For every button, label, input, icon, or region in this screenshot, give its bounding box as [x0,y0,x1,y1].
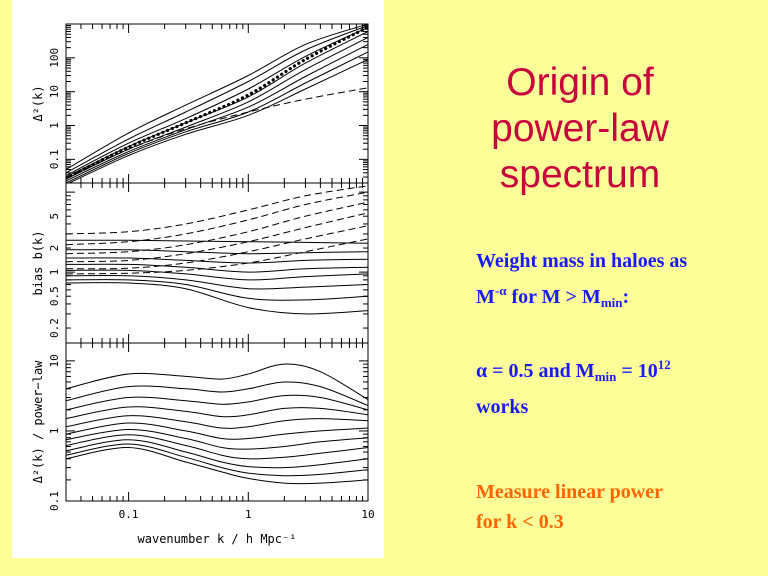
panel-top-ytick-label: 0.1 [48,149,61,169]
panel-bottom-series-10 [66,446,368,485]
panel-middle-ytick-label: 0.2 [48,318,61,338]
alpha-text-sup: 12 [657,357,671,372]
panel-bottom-xtick-label: 10 [361,508,374,521]
panel-bottom-xtick-label: 0.1 [119,508,139,521]
panel-middle-series-0 [66,185,368,235]
panel-top-series-8 [66,51,368,183]
panel-middle-series-2 [66,201,368,255]
measure-text: Measure linear power for k < 0.3 [476,481,663,533]
panel-middle-series-8 [66,257,368,264]
panel-middle-series-11 [66,274,368,290]
panel-middle-series-7 [66,249,368,255]
panel-bottom-series-5 [66,422,368,440]
title-line-1: Origin of [506,61,654,104]
panel-bottom-series-3 [66,406,368,420]
panel-bottom-ylabel: Δ²(k) / power−law [31,360,45,484]
panel-middle-series-5 [66,238,368,275]
panel-bottom-ytick-label: 1 [48,428,61,435]
panel-middle-frame [65,182,369,344]
panel-bottom-series-0 [66,363,368,401]
panel-middle-series-3 [66,212,368,263]
panel-middle-ytick-label: 2 [48,245,61,252]
title-line-3: spectrum [499,153,661,196]
panel-top-ytick-label: 10 [48,85,61,98]
panel-top-series-7 [66,43,368,182]
panel-top-series-2 [66,24,368,170]
panel-middle-ytick-label: 0.5 [48,286,61,306]
alpha-text-mid: = 10 [616,360,658,382]
panel-top-ytick-label: 100 [48,48,61,68]
weight-text-mid: for M > M [506,286,601,308]
panel-top-series-0 [66,25,368,180]
alpha-text-sub: min [594,369,617,384]
panel-bottom-series-6 [66,428,368,450]
panel-middle-series-10 [66,269,368,281]
panel-top-series-6 [66,37,368,180]
panel-middle-series-9 [66,263,368,273]
panel-bottom-frame [65,342,369,502]
panel-top-series-1 [66,87,368,179]
panel-top-series-4 [66,26,368,177]
panel-top-series-9 [68,58,368,183]
weight-text-pre: Weight mass in haloes as M [476,250,688,308]
panel-bottom-series-8 [66,439,368,469]
panel-bottom-series-2 [66,394,368,411]
panel-bottom-series-1 [66,381,368,407]
panel-middle-series-13 [66,282,368,315]
panel-middle-series-4 [66,225,368,270]
panel-bottom-series-9 [66,443,368,477]
alpha-text-pre: α = 0.5 and M [476,360,595,382]
weight-text-sup: -α [494,283,507,298]
figure-panel: 0.1 1 10 100 Δ²(k) 0.2 0.5 1 2 5 bias b(k) 0.1 1 10 Δ²… [12,0,384,558]
panel-middle-ytick-label: 5 [48,213,61,220]
weight-text: Weight mass in haloes as M-α for M > Mmi… [476,246,706,318]
panel-middle-series-12 [66,279,368,301]
panel-middle-ylabel: bias b(k) [31,230,45,295]
panel-bottom-ytick-label: 0.1 [48,491,61,511]
panel-bottom-ytick-label: 10 [48,354,61,367]
panel-top-series-3 [66,25,368,174]
panel-bottom-xlabel: wavenumber k / h Mpc⁻¹ [138,532,297,546]
panel-top-ytick-label: 1 [48,122,61,129]
panel-middle-series-6 [66,239,368,244]
panel-bottom-series-4 [66,415,368,429]
panel-bottom-xtick-label: 1 [245,508,252,521]
alpha-text: α = 0.5 and Mmin = 1012 works [476,350,706,422]
panel-bottom-series-7 [66,434,368,460]
alpha-text-post: works [476,396,529,418]
panel-middle-ytick-label: 1 [48,269,61,276]
panel-top-ylabel: Δ²(k) [31,85,45,121]
title-line-2: power-law [491,107,669,150]
weight-text-post: : [622,286,630,308]
panel-top-series-5 [66,31,368,178]
weight-text-sub: min [600,295,623,310]
slide-title: Origin of power-law spectrum [440,60,720,198]
panel-middle-series-1 [66,191,368,246]
